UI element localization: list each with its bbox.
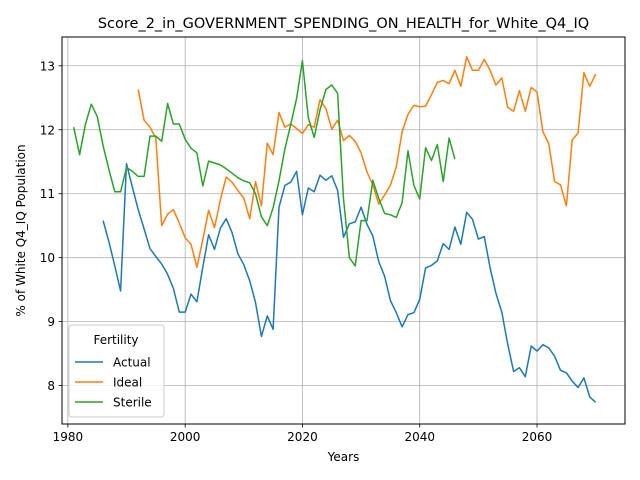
- legend-box: [68, 324, 165, 418]
- y-tick-label: 12: [40, 123, 55, 137]
- plot-lines: [72, 56, 597, 403]
- series-line-actual: [102, 162, 597, 403]
- x-tick-label: 2020: [287, 430, 318, 444]
- y-tick-label: 8: [47, 379, 55, 393]
- grid: [62, 37, 625, 424]
- chart-title: Score_2_in_GOVERNMENT_SPENDING_ON_HEALTH…: [98, 16, 589, 32]
- series-line-sterile: [72, 59, 456, 267]
- x-tick-label: 2000: [170, 430, 201, 444]
- plot-frame: [61, 36, 626, 425]
- x-tick-label: 2060: [522, 430, 553, 444]
- y-axis-label: % of White Q4_IQ Population: [14, 144, 28, 316]
- x-axis: 1980 2000 2020 2040 2060: [53, 424, 553, 444]
- legend-title: Fertility: [93, 333, 138, 347]
- series-line-ideal: [137, 56, 597, 269]
- y-tick-label: 9: [47, 315, 55, 329]
- y-tick-label: 10: [40, 251, 55, 265]
- legend-label-sterile: Sterile: [113, 396, 152, 410]
- y-axis: 8 9 10 11 12 13: [40, 59, 62, 393]
- x-tick-label: 2040: [404, 430, 435, 444]
- legend-label-actual: Actual: [113, 356, 151, 370]
- legend: Fertility Actual Ideal Sterile: [68, 324, 165, 418]
- y-tick-label: 13: [40, 59, 55, 73]
- x-axis-label: Years: [327, 450, 360, 464]
- legend-entries: Actual Ideal Sterile: [75, 356, 152, 410]
- legend-label-ideal: Ideal: [113, 376, 142, 390]
- x-tick-label: 1980: [53, 430, 84, 444]
- y-tick-label: 11: [40, 187, 55, 201]
